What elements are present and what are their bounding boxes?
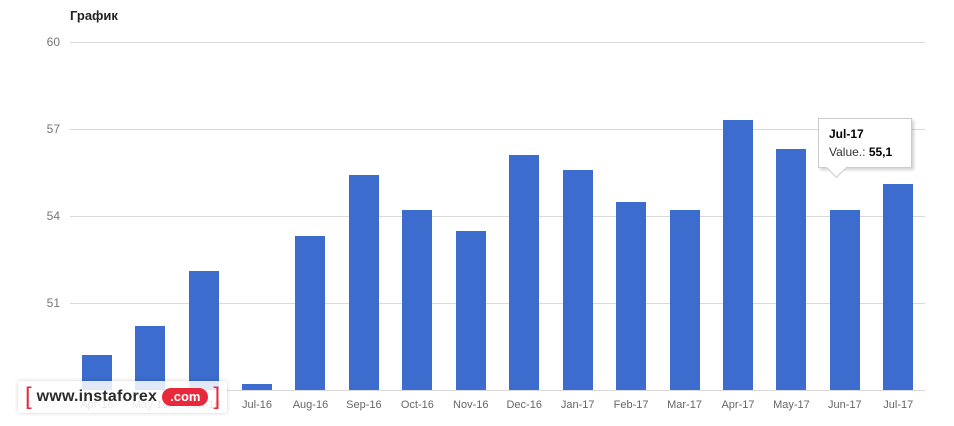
instaforex-watermark[interactable]: [ www.instaforex .com ]	[18, 381, 228, 413]
bar-jul-17[interactable]	[883, 184, 914, 390]
x-axis-tick-label: Aug-16	[292, 399, 329, 411]
x-axis-tick-label: Apr-17	[721, 399, 755, 411]
watermark-com-badge: .com	[162, 388, 209, 406]
x-axis-tick-label: Jul-16	[242, 399, 273, 411]
bar-sep-16[interactable]	[348, 175, 379, 390]
y-axis-tick-label: 51	[46, 296, 60, 310]
watermark-site-text: www.instaforex	[36, 388, 158, 405]
x-axis-tick-label: Oct-16	[400, 399, 434, 411]
x-axis-tick-label: Nov-16	[453, 399, 489, 411]
watermark-left-bracket: [	[25, 383, 32, 410]
y-axis-tick-label: 60	[46, 35, 60, 49]
bar-jul-16[interactable]	[242, 384, 273, 390]
gridline	[70, 42, 925, 43]
tooltip-value: 55,1	[868, 145, 893, 159]
y-axis-tick-label: 54	[46, 209, 60, 223]
gridline	[70, 216, 925, 217]
tooltip-category-label: Jul-17	[829, 127, 864, 141]
bar-feb-17[interactable]	[616, 201, 647, 390]
bar-may-17[interactable]	[776, 149, 807, 390]
bar-jun-16[interactable]	[188, 271, 219, 390]
x-axis-tick-label: Jan-17	[560, 399, 595, 411]
bar-may-16[interactable]	[135, 326, 166, 390]
bar-dec-16[interactable]	[509, 155, 540, 390]
bar-aug-16[interactable]	[295, 236, 326, 390]
x-axis-tick-label: Mar-17	[667, 399, 702, 411]
x-axis-tick-label: May-17	[773, 399, 810, 411]
bar-oct-16[interactable]	[402, 210, 433, 390]
plot-area: 51545760Apr-16May-16Jun-16Jul-16Aug-16Se…	[47, 36, 925, 411]
gridline	[70, 129, 925, 130]
tooltip-value-line: Value.: 55,1	[829, 145, 901, 159]
bar-nov-16[interactable]	[455, 230, 486, 390]
chart-tooltip: Jul-17 Value.: 55,1	[818, 118, 912, 179]
x-axis-tick-label: Jun-17	[828, 399, 862, 411]
bar-mar-17[interactable]	[669, 210, 700, 390]
y-axis-tick-label: 57	[46, 122, 60, 136]
x-axis-tick-label: Jul-17	[883, 399, 914, 411]
bar-apr-17[interactable]	[722, 120, 753, 390]
gridline	[70, 303, 925, 304]
bar-jan-17[interactable]	[562, 169, 593, 390]
chart-title: График	[70, 8, 118, 23]
x-axis-tick-label: Sep-16	[346, 399, 382, 411]
tooltip-value-label: Value.:	[829, 145, 866, 159]
watermark-right-bracket: ]	[213, 383, 221, 410]
x-axis-tick-label: Dec-16	[506, 399, 542, 411]
bar-jun-17[interactable]	[829, 210, 860, 390]
x-axis-tick-label: Feb-17	[613, 399, 649, 411]
